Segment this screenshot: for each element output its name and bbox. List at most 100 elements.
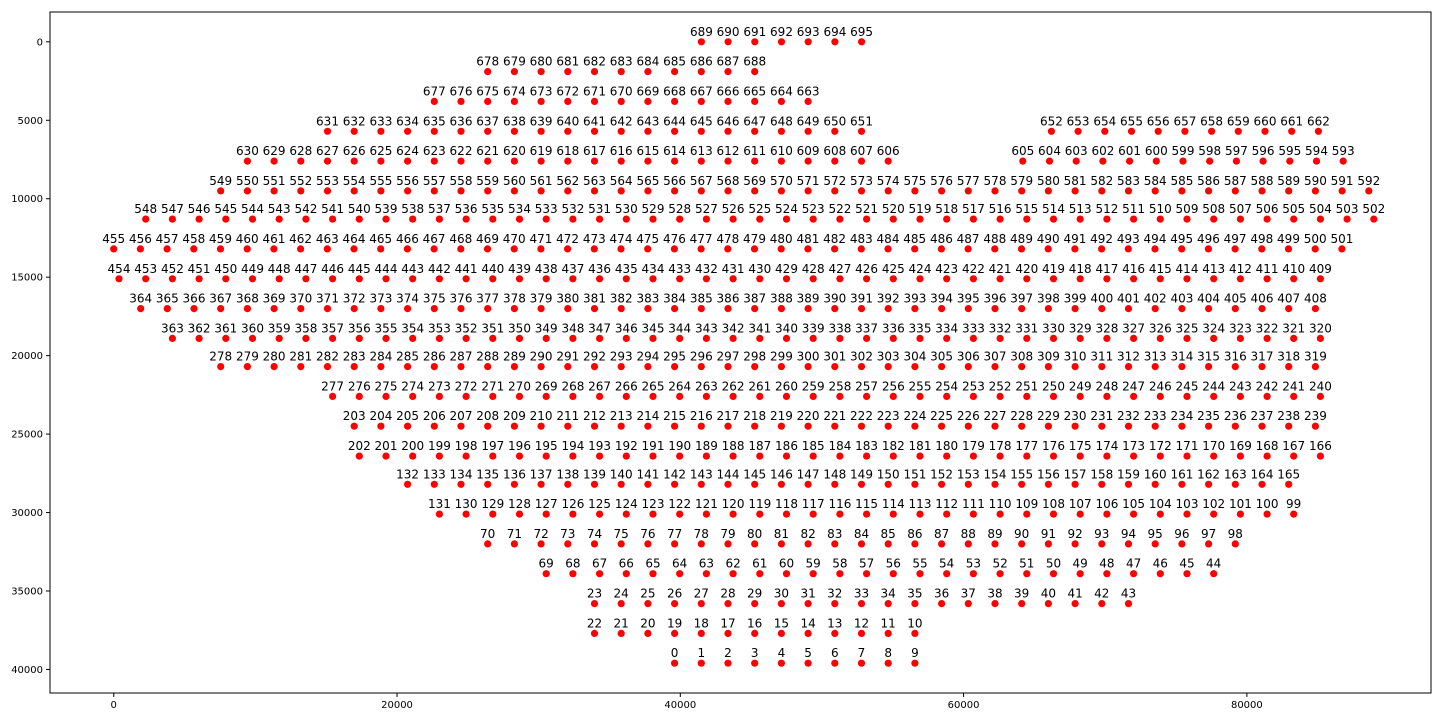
- data-point: [484, 305, 492, 313]
- data-point: [484, 68, 492, 76]
- data-point: [1152, 157, 1160, 165]
- data-points: [110, 38, 1378, 667]
- data-point: [590, 97, 599, 105]
- point-label: 296: [690, 350, 713, 364]
- point-label: 246: [1149, 379, 1172, 393]
- data-point: [1151, 363, 1159, 371]
- data-point: [938, 600, 946, 608]
- data-point: [190, 305, 198, 313]
- point-label: 505: [1282, 202, 1305, 216]
- data-point: [617, 97, 625, 105]
- point-label: 149: [850, 467, 873, 481]
- data-point: [1076, 275, 1084, 283]
- point-label: 570: [770, 174, 793, 188]
- data-point: [350, 127, 358, 135]
- point-label: 302: [850, 350, 873, 364]
- data-point: [1076, 510, 1084, 518]
- data-point: [1156, 452, 1164, 460]
- data-point: [751, 540, 759, 548]
- point-label: 427: [828, 262, 851, 276]
- point-label: 96: [1174, 527, 1189, 541]
- point-label: 508: [1202, 202, 1225, 216]
- point-label: 689: [690, 25, 713, 39]
- point-label: 584: [1144, 174, 1167, 188]
- data-point: [1316, 392, 1324, 400]
- point-label: 337: [855, 321, 878, 335]
- data-point: [1181, 127, 1189, 135]
- data-point: [1205, 305, 1213, 313]
- data-point: [644, 480, 652, 488]
- data-point: [564, 363, 572, 371]
- data-point: [644, 305, 652, 313]
- data-point: [1231, 363, 1239, 371]
- data-point: [243, 157, 251, 165]
- data-point: [804, 245, 812, 253]
- point-label: 481: [796, 232, 819, 246]
- data-point: [136, 245, 144, 253]
- point-label: 98: [1228, 527, 1243, 541]
- point-label: 40: [1041, 587, 1056, 601]
- data-point: [329, 334, 337, 342]
- data-point: [889, 392, 897, 400]
- data-point: [1103, 510, 1111, 518]
- data-point: [382, 452, 390, 460]
- data-point: [1130, 392, 1138, 400]
- data-point: [809, 275, 817, 283]
- data-point: [676, 452, 684, 460]
- point-label: 365: [156, 292, 179, 306]
- point-label: 182: [882, 439, 905, 453]
- point-label: 405: [1224, 292, 1247, 306]
- data-point: [697, 363, 705, 371]
- point-label: 237: [1251, 409, 1274, 423]
- data-point: [430, 305, 438, 313]
- data-point: [724, 629, 732, 638]
- data-point: [350, 422, 358, 430]
- data-point: [884, 245, 892, 253]
- point-label: 159: [1117, 467, 1140, 481]
- data-point: [857, 363, 866, 371]
- data-point: [462, 392, 470, 400]
- point-label: 283: [343, 350, 366, 364]
- point-label: 341: [748, 321, 771, 335]
- data-point: [377, 127, 385, 135]
- data-point: [564, 157, 572, 165]
- data-point: [564, 97, 572, 105]
- data-point: [702, 275, 711, 283]
- point-label: 641: [583, 114, 606, 128]
- point-label: 21: [614, 616, 629, 630]
- data-point: [804, 480, 812, 488]
- data-point: [670, 245, 679, 253]
- point-label: 588: [1251, 174, 1274, 188]
- data-point: [457, 97, 465, 105]
- data-point: [457, 245, 465, 253]
- data-point: [724, 600, 732, 608]
- data-point: [462, 334, 470, 342]
- point-label: 38: [987, 587, 1002, 601]
- data-point: [782, 275, 791, 283]
- data-point: [831, 629, 839, 638]
- data-point: [863, 510, 871, 518]
- point-label: 516: [989, 202, 1012, 216]
- point-label: 178: [989, 439, 1012, 453]
- data-point: [1098, 540, 1106, 548]
- point-label: 574: [877, 174, 900, 188]
- data-point: [1236, 334, 1244, 342]
- point-label: 299: [770, 350, 793, 364]
- point-label: 660: [1254, 114, 1277, 128]
- point-label: 635: [423, 114, 446, 128]
- point-label: 670: [610, 84, 633, 98]
- data-point: [1103, 275, 1111, 283]
- point-label: 344: [668, 321, 691, 335]
- point-label: 79: [720, 527, 735, 541]
- point-label: 31: [800, 587, 815, 601]
- data-point: [1231, 480, 1239, 488]
- data-point: [697, 480, 705, 488]
- data-point: [697, 97, 705, 105]
- data-point: [596, 452, 604, 460]
- data-point: [889, 334, 897, 342]
- point-label: 293: [610, 350, 633, 364]
- point-label: 496: [1197, 232, 1220, 246]
- data-point: [1210, 392, 1218, 400]
- data-point: [649, 334, 657, 342]
- point-label: 514: [1042, 202, 1065, 216]
